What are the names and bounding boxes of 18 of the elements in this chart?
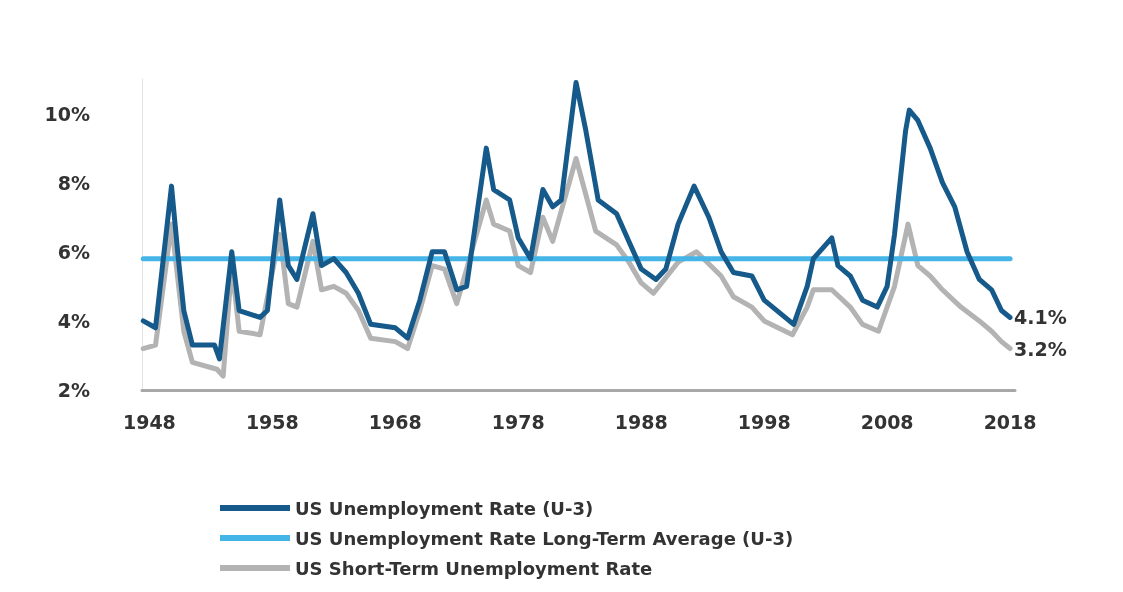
legend-label: US Short-Term Unemployment Rate xyxy=(295,557,653,579)
y-tick-label: 4% xyxy=(57,309,90,332)
x-tick-label: 1998 xyxy=(737,410,791,433)
x-tick-label: 1968 xyxy=(368,410,422,433)
annotation: 3.2% xyxy=(1014,337,1067,360)
legend-label: US Unemployment Rate Long-Term Average (U-3) xyxy=(295,527,794,549)
y-tick-label: 10% xyxy=(44,102,90,125)
x-tick-label: 1958 xyxy=(245,410,299,433)
y-tick-label: 6% xyxy=(57,240,90,263)
x-tick-label: 1948 xyxy=(122,410,176,433)
x-tick-label: 2008 xyxy=(860,410,914,433)
annotation: 4.1% xyxy=(1014,306,1067,329)
x-tick-label: 2018 xyxy=(983,410,1037,433)
y-tick-label: 8% xyxy=(57,171,90,194)
x-tick-label: 1988 xyxy=(614,410,668,433)
x-tick-label: 1978 xyxy=(491,410,545,433)
legend-label: US Unemployment Rate (U-3) xyxy=(295,497,594,519)
y-tick-label: 2% xyxy=(57,379,90,401)
